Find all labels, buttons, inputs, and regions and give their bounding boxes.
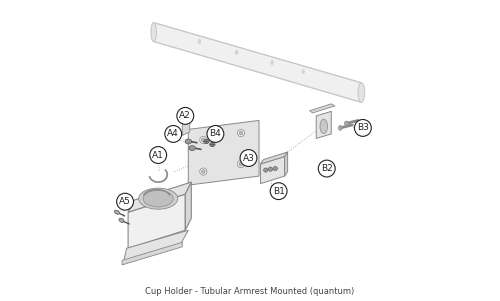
Circle shape <box>264 168 268 172</box>
Text: B4: B4 <box>210 129 222 138</box>
Ellipse shape <box>185 139 192 144</box>
Text: A1: A1 <box>152 150 164 160</box>
Circle shape <box>239 162 243 166</box>
Circle shape <box>202 170 205 173</box>
Circle shape <box>200 136 207 144</box>
Circle shape <box>150 147 166 163</box>
Circle shape <box>200 168 207 175</box>
Polygon shape <box>128 182 192 212</box>
Ellipse shape <box>138 188 178 209</box>
Ellipse shape <box>236 50 238 54</box>
Ellipse shape <box>208 132 214 136</box>
Ellipse shape <box>214 135 220 139</box>
Ellipse shape <box>151 23 156 42</box>
Text: Cup Holder - Tubular Armrest Mounted (quantum): Cup Holder - Tubular Armrest Mounted (qu… <box>146 287 354 296</box>
Circle shape <box>177 107 194 124</box>
Circle shape <box>268 167 272 171</box>
Polygon shape <box>182 120 190 135</box>
Circle shape <box>165 126 182 142</box>
Polygon shape <box>284 152 288 176</box>
Circle shape <box>202 138 205 142</box>
Ellipse shape <box>198 39 200 44</box>
Polygon shape <box>316 111 332 138</box>
Circle shape <box>116 193 134 210</box>
Text: B2: B2 <box>321 164 332 173</box>
Polygon shape <box>128 194 186 248</box>
Ellipse shape <box>302 70 304 73</box>
Polygon shape <box>154 23 362 102</box>
Ellipse shape <box>358 83 364 102</box>
Polygon shape <box>260 152 287 164</box>
Circle shape <box>354 119 372 136</box>
Circle shape <box>240 150 257 166</box>
Text: A3: A3 <box>242 154 254 163</box>
Circle shape <box>273 166 278 171</box>
Polygon shape <box>124 230 188 262</box>
Ellipse shape <box>246 156 251 160</box>
Circle shape <box>238 160 244 168</box>
Text: A2: A2 <box>180 111 191 120</box>
Ellipse shape <box>244 162 250 166</box>
Ellipse shape <box>210 142 215 147</box>
Polygon shape <box>260 157 284 184</box>
Text: A5: A5 <box>119 197 131 206</box>
Circle shape <box>207 126 224 142</box>
Ellipse shape <box>338 126 342 130</box>
Polygon shape <box>122 242 182 265</box>
Circle shape <box>238 129 244 137</box>
Ellipse shape <box>320 119 328 134</box>
Polygon shape <box>188 120 259 185</box>
Text: A4: A4 <box>168 129 179 138</box>
Text: B1: B1 <box>272 187 284 196</box>
Ellipse shape <box>344 121 348 126</box>
Ellipse shape <box>119 218 124 222</box>
Ellipse shape <box>271 61 273 64</box>
Circle shape <box>270 183 287 200</box>
Ellipse shape <box>114 210 119 214</box>
Polygon shape <box>186 182 192 230</box>
Ellipse shape <box>204 139 209 144</box>
Circle shape <box>239 131 243 135</box>
Text: B3: B3 <box>357 123 369 132</box>
Circle shape <box>318 160 335 177</box>
Polygon shape <box>310 104 335 113</box>
Ellipse shape <box>143 190 173 207</box>
Ellipse shape <box>189 146 196 150</box>
